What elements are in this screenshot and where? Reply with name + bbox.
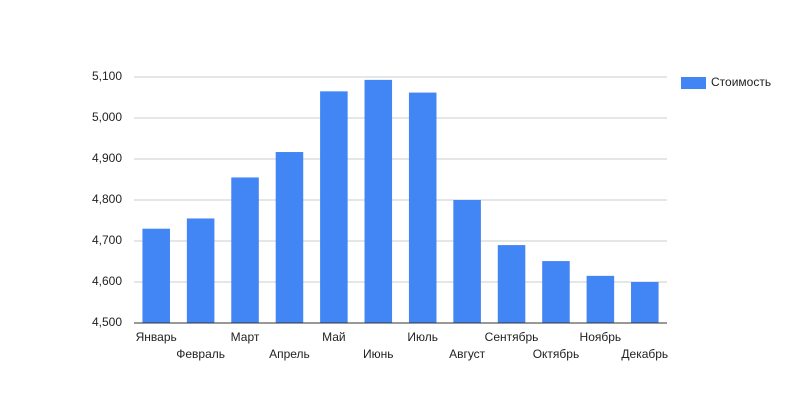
y-tick-label: 4,600: [92, 274, 122, 288]
bar: [497, 245, 526, 323]
y-tick-label: 4,800: [92, 192, 122, 206]
bar: [408, 92, 437, 323]
y-tick-label: 5,000: [92, 110, 122, 124]
x-tick-label: Май: [322, 330, 346, 344]
bar: [453, 200, 481, 323]
x-tick-label: Сентябрь: [485, 330, 539, 344]
legend-swatch: [681, 77, 706, 89]
y-tick-label: 4,500: [92, 315, 122, 329]
x-tick-label: Август: [449, 347, 486, 361]
bar: [586, 275, 615, 323]
x-tick-label: Март: [231, 330, 260, 344]
bar: [142, 228, 170, 323]
legend-label: Стоимость: [711, 75, 771, 89]
x-tick-label: Апрель: [269, 347, 310, 361]
bar: [231, 177, 259, 323]
x-tick-label: Июнь: [363, 347, 394, 361]
bar: [320, 91, 348, 323]
y-tick-label: 5,100: [92, 69, 122, 83]
y-tick-label: 4,900: [92, 151, 122, 165]
bar: [364, 79, 393, 324]
bar: [631, 282, 659, 323]
x-tick-label: Февраль: [176, 347, 225, 361]
x-tick-label: Ноябрь: [580, 330, 622, 344]
bar: [542, 261, 570, 323]
x-tick-label: Январь: [136, 330, 177, 344]
x-tick-label: Декабрь: [621, 347, 668, 361]
bar: [186, 218, 215, 323]
bar: [275, 152, 304, 323]
y-tick-label: 4,700: [92, 233, 122, 247]
x-tick-label: Июль: [407, 330, 438, 344]
x-tick-label: Октябрь: [533, 347, 580, 361]
